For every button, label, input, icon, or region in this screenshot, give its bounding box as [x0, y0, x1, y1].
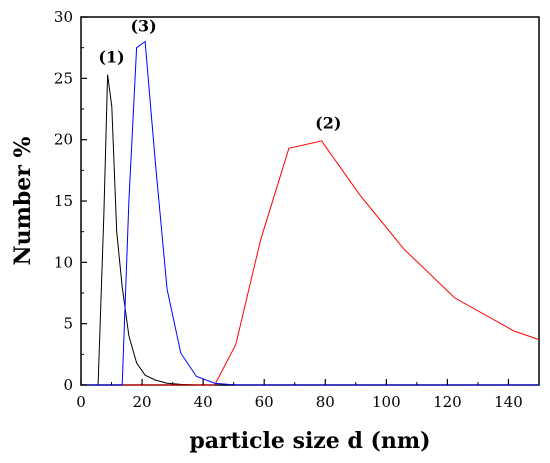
x-tick-label: 40 [194, 393, 213, 411]
x-tick-label: 0 [76, 393, 86, 411]
curve-annotation: (3) [130, 17, 156, 36]
series-layer [81, 40, 540, 386]
x-tick-label: 20 [133, 393, 152, 411]
plot-frame [80, 16, 540, 386]
y-tick-label: 30 [54, 8, 73, 26]
y-tick-label: 10 [54, 253, 73, 271]
y-axis: 0 5 10 15 20 25 30 [54, 8, 87, 394]
y-tick-label: 5 [63, 315, 73, 333]
y-tick-label: 25 [54, 69, 73, 87]
x-tick-label: 140 [494, 393, 523, 411]
x-tick-label: 120 [433, 393, 462, 411]
x-axis-title: particle size d (nm) [189, 428, 430, 454]
x-axis: 0 20 40 60 80 100 120 140 [76, 379, 523, 411]
series-line-1 [81, 74, 539, 386]
x-tick-label: 80 [316, 393, 335, 411]
curve-annotation: (1) [98, 47, 124, 66]
series-line-2 [81, 140, 540, 386]
annotations: (1) (3) (2) [98, 17, 341, 133]
plot-area [80, 16, 540, 386]
y-tick-label: 20 [54, 131, 73, 149]
y-axis-title: Number % [10, 136, 36, 265]
x-tick-label: 60 [255, 393, 274, 411]
y-tick-label: 0 [63, 376, 73, 394]
x-tick-label: 100 [372, 393, 401, 411]
series-line-3 [81, 40, 539, 386]
y-tick-label: 15 [54, 192, 73, 210]
curve-annotation: (2) [315, 114, 341, 133]
